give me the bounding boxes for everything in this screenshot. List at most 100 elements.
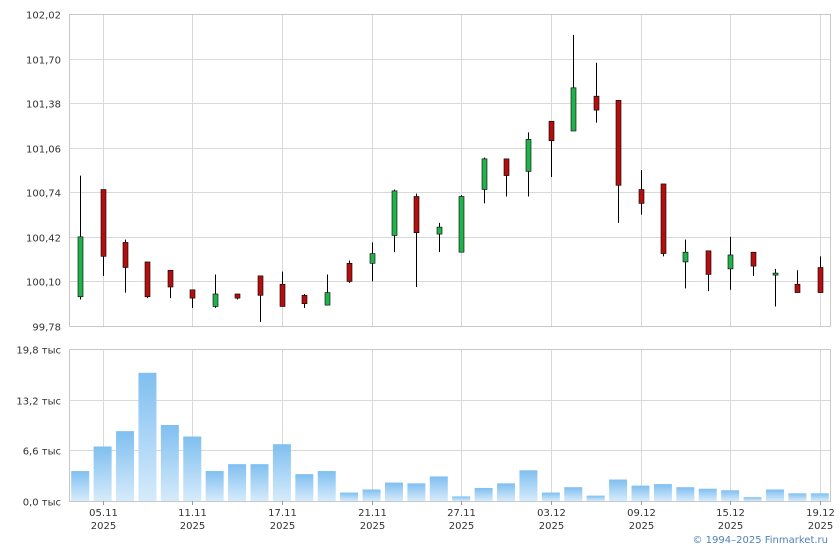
candle-body <box>548 120 555 142</box>
candle-body <box>257 275 264 296</box>
volume-bar <box>93 446 112 501</box>
candle-body <box>234 293 241 299</box>
volume-bar <box>362 489 381 501</box>
candle-body <box>638 189 645 204</box>
x-tick-label-year: 2025 <box>808 521 833 532</box>
volume-bar <box>743 497 762 501</box>
candle-body <box>772 272 779 276</box>
volume-bar <box>429 476 448 501</box>
candle <box>324 274 331 306</box>
volume-bar <box>138 372 157 501</box>
x-tick-label-date: 27.11 <box>447 508 476 519</box>
volume-bar <box>676 487 695 501</box>
candle <box>682 239 689 289</box>
price-y-tick-label: 100,10 <box>26 278 61 289</box>
candle <box>189 289 196 308</box>
x-tick-label-year: 2025 <box>180 521 205 532</box>
candle-body <box>279 283 286 307</box>
candle <box>503 158 510 197</box>
volume-bar <box>586 495 605 501</box>
candle-body <box>324 292 331 306</box>
candle <box>705 250 712 292</box>
candle-body <box>525 139 532 172</box>
candle-body <box>570 87 577 132</box>
volume-y-tick-label: 19,8 тыс <box>16 346 61 357</box>
volume-bar <box>384 482 403 501</box>
candle <box>772 268 779 307</box>
volume-bar <box>631 485 650 501</box>
candle-body <box>122 242 129 268</box>
candle <box>77 175 84 300</box>
x-tick-label-year: 2025 <box>360 521 385 532</box>
candle <box>794 270 801 293</box>
price-frame <box>69 14 831 327</box>
volume-y-tick-label: 6,6 тыс <box>23 447 61 458</box>
candle-body <box>436 226 443 235</box>
candle-body <box>458 196 465 253</box>
candle-body <box>705 250 712 275</box>
candle <box>615 100 622 223</box>
candle-body <box>727 254 734 270</box>
x-tick-label-year: 2025 <box>91 521 116 532</box>
volume-bar <box>71 471 90 501</box>
volume-bar <box>474 487 493 501</box>
volume-bar <box>788 493 807 501</box>
x-axis: 05.11 2025 11.11 2025 17.11 2025 21.11 2025 27.1… <box>89 501 835 532</box>
candle-body <box>346 263 353 282</box>
candle-body <box>593 95 600 111</box>
volume-bar <box>698 488 717 501</box>
candle <box>481 157 488 204</box>
volume-bar <box>183 436 202 501</box>
candle-body <box>301 295 308 305</box>
x-tick-label-year: 2025 <box>539 521 564 532</box>
volume-bar <box>519 470 538 501</box>
volume-y-tick-label: 0,0 тыс <box>23 498 61 509</box>
x-tick-label-date: 05.11 <box>89 508 118 519</box>
volume-bar <box>564 487 583 501</box>
candle <box>638 170 645 215</box>
volume-bar <box>609 479 628 501</box>
candle-body <box>750 251 757 267</box>
candle <box>122 239 129 293</box>
candle-body <box>100 189 107 257</box>
volume-bar <box>721 490 740 501</box>
candle <box>167 269 174 299</box>
x-tick-label-date: 19.12 <box>806 508 835 519</box>
price-y-tick-label: 100,42 <box>26 234 61 245</box>
volume-bar <box>295 474 314 501</box>
candle <box>212 274 219 308</box>
candle-body <box>212 293 219 307</box>
volume-bar <box>407 483 426 501</box>
candle-body <box>682 251 689 263</box>
candle-body <box>817 267 824 293</box>
price-y-tick-label: 102,02 <box>26 11 61 22</box>
candle <box>391 189 398 253</box>
candle <box>817 256 824 293</box>
volume-panel: 19,8 тыс 13,2 тыс 6,6 тыс 0,0 тыс <box>16 346 831 509</box>
price-y-tick-label: 99,78 <box>32 323 61 334</box>
volume-bar <box>653 484 672 501</box>
candle <box>593 62 600 123</box>
x-tick-label-date: 03.12 <box>537 508 566 519</box>
price-y-tick-label: 101,38 <box>26 100 61 111</box>
volume-bar <box>497 483 516 501</box>
candle <box>257 275 264 322</box>
candle <box>234 293 241 300</box>
x-tick-label-year: 2025 <box>270 521 295 532</box>
candle <box>144 261 151 299</box>
x-tick-label-date: 17.11 <box>268 508 297 519</box>
candle <box>727 236 734 290</box>
volume-bar <box>160 425 179 501</box>
x-tick-label-date: 15.12 <box>716 508 745 519</box>
copyright-text: © 1994–2025 Finmarket.ru <box>692 535 828 546</box>
price-y-tick-label: 101,06 <box>26 145 61 156</box>
price-panel: 102,02 101,70 101,38 101,06 100,74 100,42 100,… <box>26 11 831 334</box>
candle <box>750 251 757 276</box>
candle <box>570 34 577 132</box>
candle-body <box>660 183 667 254</box>
volume-bar <box>541 492 560 501</box>
candle <box>525 132 532 197</box>
x-tick-label-year: 2025 <box>629 521 654 532</box>
price-y-tick-label: 101,70 <box>26 56 61 67</box>
